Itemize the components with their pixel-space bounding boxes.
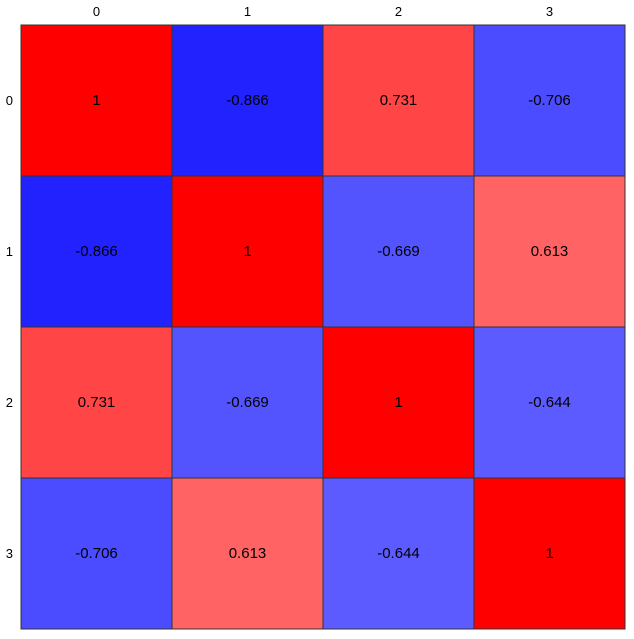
- heatmap-cell-1-3: [473, 175, 626, 328]
- heatmap-cell-1-0: [20, 175, 173, 328]
- cell-value-label-0-1: -0.866: [226, 92, 269, 109]
- heatmap-cells: [20, 24, 626, 630]
- heatmap-cell-2-3: [473, 326, 626, 479]
- cell-value-label-2-2: 1: [394, 394, 402, 411]
- y-tick-label-2: 2: [6, 395, 13, 410]
- cell-value-label-3-1: 0.613: [229, 545, 267, 562]
- cell-value-label-0-2: 0.731: [380, 92, 418, 109]
- x-tick-label-1: 1: [244, 4, 251, 19]
- heatmap-cell-0-0: [20, 24, 173, 177]
- x-tick-label-0: 0: [93, 4, 100, 19]
- y-tick-label-0: 0: [6, 93, 13, 108]
- cell-value-label-1-3: 0.613: [531, 243, 569, 260]
- x-tick-label-3: 3: [546, 4, 553, 19]
- heatmap-cell-3-2: [322, 477, 475, 630]
- heatmap-cell-2-1: [171, 326, 324, 479]
- heatmap-cell-0-1: [171, 24, 324, 177]
- cell-value-label-0-3: -0.706: [528, 92, 571, 109]
- y-tick-label-3: 3: [6, 546, 13, 561]
- heatmap-cell-1-1: [171, 175, 324, 328]
- cell-value-label-2-1: -0.669: [226, 394, 269, 411]
- cell-value-label-3-3: 1: [545, 545, 553, 562]
- cell-value-label-1-2: -0.669: [377, 243, 420, 260]
- cell-value-label-2-0: 0.731: [78, 394, 116, 411]
- heatmap-cell-3-1: [171, 477, 324, 630]
- y-tick-label-1: 1: [6, 244, 13, 259]
- cell-value-label-3-2: -0.644: [377, 545, 420, 562]
- y-tick-labels: 0 1 2 3: [6, 93, 13, 561]
- heatmap-cell-0-3: [473, 24, 626, 177]
- cell-value-label-1-1: 1: [243, 243, 251, 260]
- heatmap-cell-3-0: [20, 477, 173, 630]
- cell-value-label-1-0: -0.866: [75, 243, 118, 260]
- cell-value-label-2-3: -0.644: [528, 394, 571, 411]
- cell-value-label-0-0: 1: [92, 92, 100, 109]
- x-tick-label-2: 2: [395, 4, 402, 19]
- heatmap-value-labels: 1 -0.866 0.731 -0.706 -0.866 1 -0.669 0.613 0.73…: [75, 92, 571, 562]
- cell-value-label-3-0: -0.706: [75, 545, 118, 562]
- x-tick-labels: 0 1 2 3: [93, 4, 553, 19]
- heatmap-cell-3-3: [473, 477, 626, 630]
- heatmap-cell-1-2: [322, 175, 475, 328]
- heatmap-cell-0-2: [322, 24, 475, 177]
